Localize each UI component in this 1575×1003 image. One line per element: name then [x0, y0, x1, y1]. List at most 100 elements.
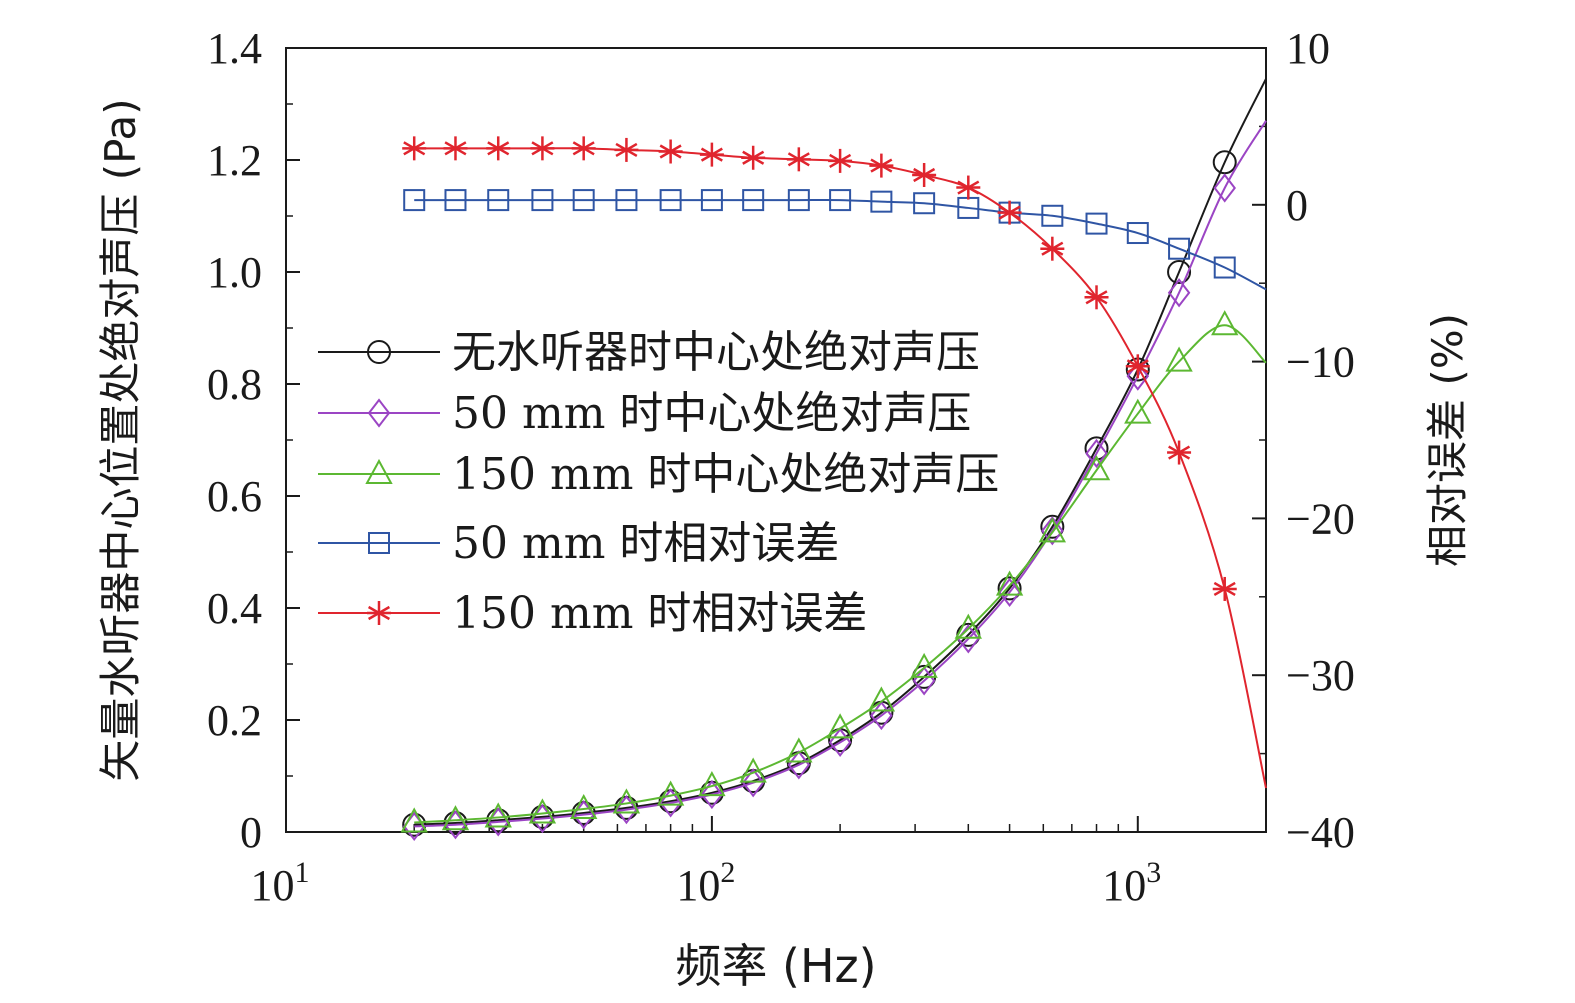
- x-tick-label: 102: [676, 856, 735, 910]
- y-right-tick-label: 10: [1286, 24, 1330, 73]
- legend-item: 50 mm 时中心处绝对声压: [318, 388, 971, 439]
- legend-label: 150 mm 时中心处绝对声压: [452, 449, 999, 500]
- data-point: [829, 189, 852, 212]
- data-point: [1038, 517, 1067, 543]
- data-point: [787, 750, 811, 780]
- legend-item: 150 mm 时中心处绝对声压: [318, 449, 999, 500]
- data-point: [867, 686, 896, 712]
- left-y-axis-ticks: 0 0.2 0.4 0.6 0.8 1.0 1.2 1.4: [207, 24, 300, 857]
- data-point: [741, 768, 765, 798]
- legend-label: 无水听器时中心处绝对声压: [452, 327, 980, 378]
- data-point: [1212, 150, 1237, 175]
- data-point: [615, 189, 638, 212]
- y-right-tick-label: 0: [1286, 181, 1308, 230]
- data-point: [1167, 260, 1192, 284]
- legend-marker: [365, 458, 393, 484]
- legend-label: 150 mm 时相对误差: [452, 588, 867, 639]
- series-line: [414, 198, 1267, 291]
- data-point: [1040, 236, 1065, 261]
- data-point: [997, 200, 1022, 225]
- legend-marker: [367, 398, 391, 428]
- legend: 无水听器时中心处绝对声压 50 mm 时中心处绝对声压 150 mm 时中心处绝对声…: [318, 327, 999, 639]
- data-point: [698, 770, 726, 797]
- data-point: [910, 652, 938, 678]
- x-tick-label: 103: [1102, 856, 1161, 910]
- x-axis-ticks: 101 102 103: [251, 816, 1267, 910]
- data-point: [659, 788, 682, 818]
- y-left-tick-label: 0.4: [207, 584, 262, 633]
- data-point: [1212, 576, 1237, 601]
- data-point: [1167, 440, 1192, 465]
- data-point: [1085, 212, 1108, 235]
- legend-label: 50 mm 时中心处绝对声压: [452, 388, 971, 439]
- x-axis-title: 频率 (Hz): [675, 939, 876, 993]
- series-3: [403, 189, 1267, 291]
- data-point: [1041, 516, 1064, 546]
- series-4: [402, 136, 1267, 789]
- data-point: [528, 798, 557, 824]
- x-tick-label: 101: [251, 856, 310, 910]
- y-left-tick-label: 1.2: [207, 136, 262, 185]
- data-point: [700, 189, 723, 212]
- y-left-tick-label: 0: [240, 808, 262, 857]
- data-point: [742, 189, 765, 212]
- right-y-axis-title: 相对误差 (%): [1423, 313, 1472, 567]
- data-point: [1167, 278, 1191, 308]
- data-point: [400, 807, 428, 833]
- data-point: [571, 136, 596, 161]
- data-point: [570, 793, 598, 820]
- data-point: [739, 757, 767, 783]
- left-y-axis-title: 矢量水听器中心位置处绝对声压 (Pa): [96, 98, 145, 781]
- data-point: [659, 189, 682, 212]
- data-point: [699, 142, 724, 167]
- data-point: [995, 570, 1024, 596]
- data-point: [484, 802, 512, 828]
- legend-item: 150 mm 时相对误差: [318, 588, 867, 639]
- y-left-tick-label: 0.6: [207, 472, 262, 521]
- data-point: [1084, 436, 1109, 461]
- data-point: [572, 189, 595, 212]
- data-point: [487, 189, 510, 212]
- legend-item: 无水听器时中心处绝对声压: [318, 327, 980, 378]
- series-line: [414, 78, 1267, 826]
- y-left-tick-label: 1.0: [207, 248, 262, 297]
- data-point: [1211, 310, 1239, 336]
- data-point: [1085, 438, 1108, 469]
- legend-label: 50 mm 时相对误差: [452, 518, 839, 569]
- data-point: [1168, 237, 1191, 260]
- y-left-tick-label: 1.4: [207, 24, 262, 73]
- data-point: [1124, 398, 1152, 424]
- data-point: [741, 145, 766, 170]
- data-point: [869, 153, 894, 178]
- data-point: [912, 163, 937, 188]
- y-right-tick-label: −40: [1286, 808, 1355, 857]
- legend-marker: [367, 340, 391, 364]
- data-point: [402, 136, 427, 161]
- data-point: [444, 189, 467, 212]
- data-point: [443, 136, 468, 161]
- data-point: [870, 190, 893, 213]
- y-right-tick-label: −20: [1286, 494, 1355, 543]
- data-point: [614, 137, 639, 162]
- legend-item: 50 mm 时相对误差: [318, 518, 839, 569]
- data-point: [828, 148, 853, 173]
- data-point: [530, 136, 555, 161]
- series-layer: [400, 78, 1267, 842]
- y-right-tick-label: −10: [1286, 338, 1355, 387]
- data-point: [1082, 455, 1111, 481]
- data-point: [486, 136, 511, 161]
- data-point: [1041, 204, 1064, 227]
- data-point: [612, 788, 641, 814]
- legend-marker: [368, 532, 390, 554]
- data-point: [1165, 346, 1193, 372]
- series-2: [400, 310, 1267, 833]
- data-point: [1213, 256, 1236, 279]
- data-point: [403, 189, 426, 212]
- data-point: [785, 737, 813, 763]
- y-left-tick-label: 0.8: [207, 360, 262, 409]
- data-point: [1084, 285, 1109, 310]
- data-point: [956, 175, 981, 200]
- data-point: [913, 192, 936, 215]
- data-point: [1213, 173, 1236, 203]
